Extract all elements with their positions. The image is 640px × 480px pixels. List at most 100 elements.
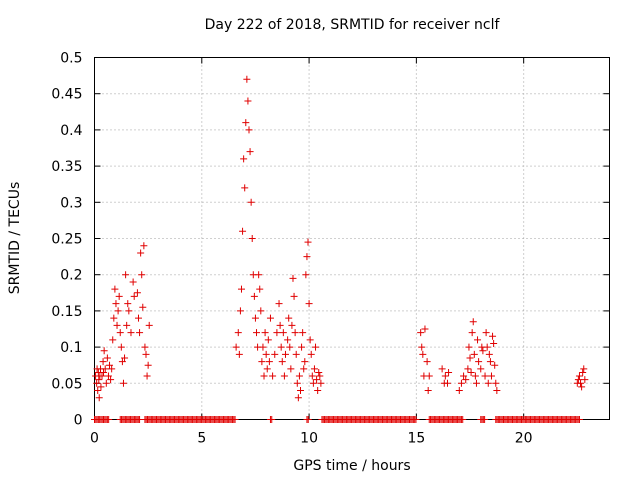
data-point	[232, 343, 240, 351]
data-point	[305, 300, 313, 308]
data-point	[123, 321, 131, 329]
data-point	[292, 350, 300, 358]
data-point	[284, 336, 292, 344]
y-axis-label: SRMTID / TECUs	[7, 182, 23, 295]
data-point	[486, 358, 494, 366]
data-point	[101, 365, 109, 373]
zero-point	[412, 416, 420, 423]
y-tick-label: 0.2	[60, 268, 82, 284]
data-point	[94, 387, 102, 395]
data-point	[129, 278, 137, 286]
data-point	[141, 343, 149, 351]
data-point	[467, 368, 475, 376]
zero-point	[231, 416, 239, 423]
data-point	[489, 332, 497, 340]
data-point	[234, 329, 242, 337]
data-point	[425, 372, 433, 380]
data-point	[102, 379, 110, 387]
data-point	[317, 379, 325, 387]
data-point	[100, 368, 108, 376]
data-point	[479, 347, 487, 355]
data-point	[445, 368, 453, 376]
data-point	[136, 329, 144, 337]
data-point	[295, 372, 303, 380]
data-point	[294, 394, 302, 402]
data-point	[264, 336, 272, 344]
data-point	[93, 379, 101, 387]
data-point	[491, 361, 499, 369]
data-point	[262, 350, 270, 358]
data-point	[438, 365, 446, 373]
data-point	[258, 358, 266, 366]
data-point	[477, 365, 485, 373]
data-point	[288, 321, 296, 329]
data-point	[121, 354, 129, 362]
data-point	[237, 285, 245, 293]
data-point	[263, 365, 271, 373]
data-point	[124, 300, 132, 308]
chart-title: Day 222 of 2018, SRMTID for receiver ncl…	[205, 17, 501, 33]
data-point	[271, 350, 279, 358]
data-point	[574, 376, 582, 384]
data-point	[256, 285, 264, 293]
data-point	[487, 372, 495, 380]
data-point	[312, 343, 320, 351]
data-point	[257, 307, 265, 315]
data-point	[275, 300, 283, 308]
data-point	[315, 368, 323, 376]
data-point	[266, 314, 274, 322]
data-point	[103, 354, 111, 362]
data-point	[470, 350, 478, 358]
data-point	[287, 365, 295, 373]
data-point	[259, 343, 267, 351]
data-point	[303, 253, 311, 261]
data-point	[118, 358, 126, 366]
y-tick-label: 0.45	[51, 87, 82, 103]
data-point	[145, 321, 153, 329]
y-tick-label: 0.3	[60, 195, 82, 211]
data-point	[99, 358, 107, 366]
data-point	[469, 318, 477, 326]
data-point	[578, 383, 586, 391]
x-tick-label: 20	[515, 431, 533, 447]
data-point	[581, 376, 589, 384]
data-point	[313, 376, 321, 384]
x-axis-label: GPS time / hours	[293, 458, 410, 474]
data-point	[302, 271, 310, 279]
data-points	[91, 75, 589, 423]
data-point	[261, 329, 269, 337]
data-point	[579, 368, 587, 376]
zero-point	[575, 416, 583, 423]
data-point	[309, 379, 317, 387]
data-point	[316, 372, 324, 380]
data-point	[137, 249, 145, 257]
data-point	[108, 365, 116, 373]
data-point	[239, 227, 247, 235]
data-point	[441, 372, 449, 380]
data-point	[304, 238, 312, 246]
grid-lines	[94, 57, 610, 420]
data-point	[276, 321, 284, 329]
y-tick-label: 0.4	[60, 123, 82, 139]
data-point	[95, 394, 103, 402]
data-point	[443, 379, 451, 387]
data-point	[138, 271, 146, 279]
data-point	[269, 372, 277, 380]
data-point	[144, 361, 152, 369]
data-point	[460, 372, 468, 380]
data-point	[575, 372, 583, 380]
data-point	[278, 358, 286, 366]
data-point	[127, 329, 135, 337]
data-point	[280, 372, 288, 380]
data-point	[297, 387, 304, 395]
data-point	[140, 242, 148, 250]
zero-point	[459, 416, 467, 423]
data-point	[301, 358, 309, 366]
data-point	[97, 383, 105, 391]
data-point	[245, 126, 253, 134]
zero-point	[268, 416, 276, 423]
data-point	[243, 75, 251, 83]
data-point	[455, 387, 463, 395]
data-point	[424, 387, 432, 395]
